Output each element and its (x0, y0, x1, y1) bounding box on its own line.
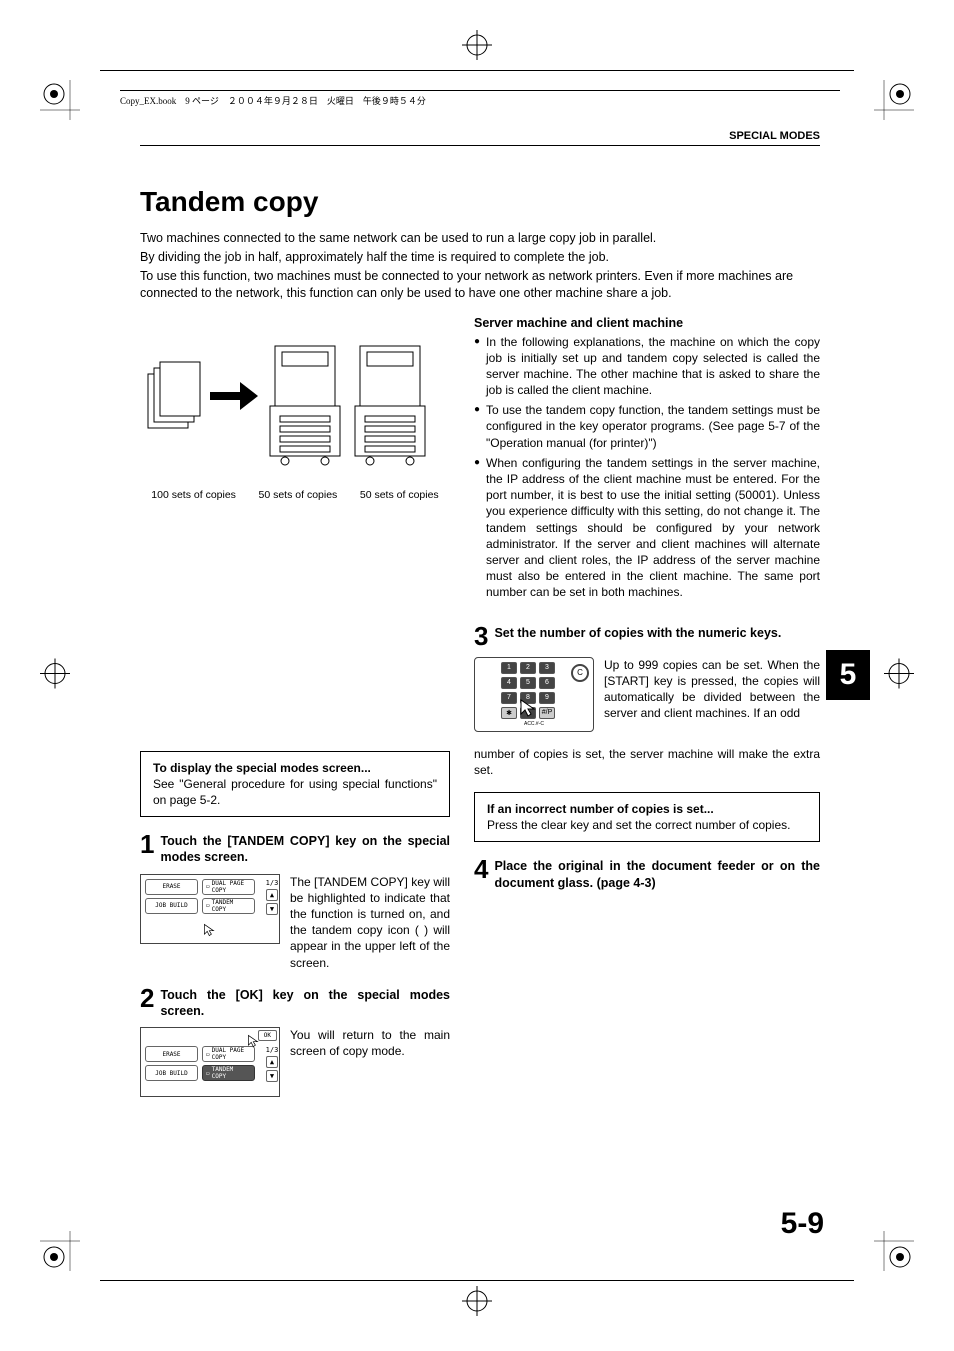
step-4-number: 4 (474, 856, 488, 891)
keypad-figure: C 1 2 3 4 5 6 7 8 9 ✱ 0 (474, 657, 594, 732)
keypad-5: 5 (520, 677, 536, 689)
ui-dual-page-button-2: ▭DUAL PAGE COPY (202, 1046, 255, 1062)
book-meta-header: Copy_EX.book 9 ページ ２００４年９月２８日 火曜日 午後９時５４… (120, 90, 840, 107)
intro-p3: To use this function, two machines must … (140, 268, 820, 302)
step-4-title: Place the original in the document feede… (494, 856, 820, 891)
special-modes-hint-box: To display the special modes screen... S… (140, 751, 450, 818)
diagram-label-1: 100 sets of copies (151, 489, 236, 501)
page-title: Tandem copy (140, 186, 820, 218)
keypad-star: ✱ (501, 707, 517, 719)
step-1-body: 1/3▲▼ ERASE ▭DUAL PAGE COPY JOB BUILD ▭T… (140, 874, 450, 971)
incorrect-copies-heading: If an incorrect number of copies is set.… (487, 801, 807, 817)
step-4: 4 Place the original in the document fee… (474, 856, 820, 891)
registration-mark-bottom (462, 1286, 492, 1321)
step-2-title: Touch the [OK] key on the special modes … (160, 985, 450, 1020)
incorrect-copies-text: Press the clear key and set the correct … (487, 818, 790, 832)
page-number: 5-9 (781, 1207, 824, 1241)
intro-block: Two machines connected to the same netwo… (140, 230, 820, 302)
step-2-number: 2 (140, 985, 154, 1020)
ui-dual-page-button: ▭DUAL PAGE COPY (202, 879, 255, 895)
step-1-number: 1 (140, 831, 154, 866)
registration-mark-left (40, 658, 70, 693)
diagram-label-3: 50 sets of copies (360, 489, 439, 501)
step-3-text-under: number of copies is set, the server mach… (474, 746, 820, 778)
step-1-text: The [TANDEM COPY] key will be highlighte… (290, 874, 450, 971)
step-1-ui-figure: 1/3▲▼ ERASE ▭DUAL PAGE COPY JOB BUILD ▭T… (140, 874, 280, 944)
intro-p1: Two machines connected to the same netwo… (140, 230, 820, 247)
step-1: 1 Touch the [TANDEM COPY] key on the spe… (140, 831, 450, 866)
step-3-number: 3 (474, 623, 488, 649)
page-content: SPECIAL MODES Tandem copy Two machines c… (140, 130, 820, 1111)
step-2-text: You will return to the main screen of co… (290, 1027, 450, 1097)
incorrect-copies-box: If an incorrect number of copies is set.… (474, 792, 820, 842)
keypad-hash: #/P (539, 707, 555, 719)
ui-erase-button: ERASE (145, 879, 198, 895)
crop-mark-top-left (40, 80, 80, 120)
ui-job-build-button: JOB BUILD (145, 898, 198, 914)
hint-box-text: See "General procedure for using special… (153, 777, 437, 807)
step-3-text-side: Up to 999 copies can be set. When the [S… (604, 657, 820, 732)
keypad-2: 2 (520, 662, 536, 674)
bullet-3: ●When configuring the tandem settings in… (474, 455, 820, 601)
diagram-label-2: 50 sets of copies (259, 489, 338, 501)
registration-mark-right (884, 658, 914, 693)
chapter-tab: 5 (826, 650, 870, 700)
step-1-title: Touch the [TANDEM COPY] key on the speci… (160, 831, 450, 866)
step-2-body: OK 1/3▲▼ ERASE ▭DUAL PAGE COPY JOB BUILD… (140, 1027, 450, 1097)
right-column: Server machine and client machine ●In th… (474, 316, 820, 1112)
book-meta-text: Copy_EX.book 9 ページ ２００４年９月２８日 火曜日 午後９時５４… (120, 96, 426, 106)
keypad-3: 3 (539, 662, 555, 674)
hint-box-heading: To display the special modes screen... (153, 760, 437, 776)
bullet-2: ●To use the tandem copy function, the ta… (474, 402, 820, 451)
left-column: 100 sets of copies 50 sets of copies 50 … (140, 316, 450, 1112)
server-client-heading: Server machine and client machine (474, 316, 820, 330)
keypad-1: 1 (501, 662, 517, 674)
keypad-acc-label: ACC.#-C (479, 721, 589, 727)
crop-mark-top-right (874, 80, 914, 120)
ui-erase-button-2: ERASE (145, 1046, 198, 1062)
section-header: SPECIAL MODES (140, 130, 820, 146)
keypad-6: 6 (539, 677, 555, 689)
intro-p2: By dividing the job in half, approximate… (140, 249, 820, 266)
keypad-7: 7 (501, 692, 517, 704)
keypad-9: 9 (539, 692, 555, 704)
step-3-body: C 1 2 3 4 5 6 7 8 9 ✱ 0 (474, 657, 820, 732)
keypad-4: 4 (501, 677, 517, 689)
crop-mark-bottom-left (40, 1231, 80, 1271)
step-2: 2 Touch the [OK] key on the special mode… (140, 985, 450, 1020)
keypad-clear: C (571, 664, 589, 682)
step-3-title: Set the number of copies with the numeri… (494, 623, 820, 649)
crop-mark-bottom-right (874, 1231, 914, 1271)
ui-tandem-copy-button-on: ▭TANDEM COPY (202, 1065, 255, 1081)
ui-tandem-copy-button: ▭TANDEM COPY (202, 898, 255, 914)
step-2-ui-figure: OK 1/3▲▼ ERASE ▭DUAL PAGE COPY JOB BUILD… (140, 1027, 280, 1097)
bullet-1: ●In the following explanations, the mach… (474, 334, 820, 399)
registration-mark-top (462, 30, 492, 65)
step-3: 3 Set the number of copies with the nume… (474, 623, 820, 649)
ui-job-build-button-2: JOB BUILD (145, 1065, 198, 1081)
tandem-diagram: 100 sets of copies 50 sets of copies 50 … (140, 326, 450, 501)
